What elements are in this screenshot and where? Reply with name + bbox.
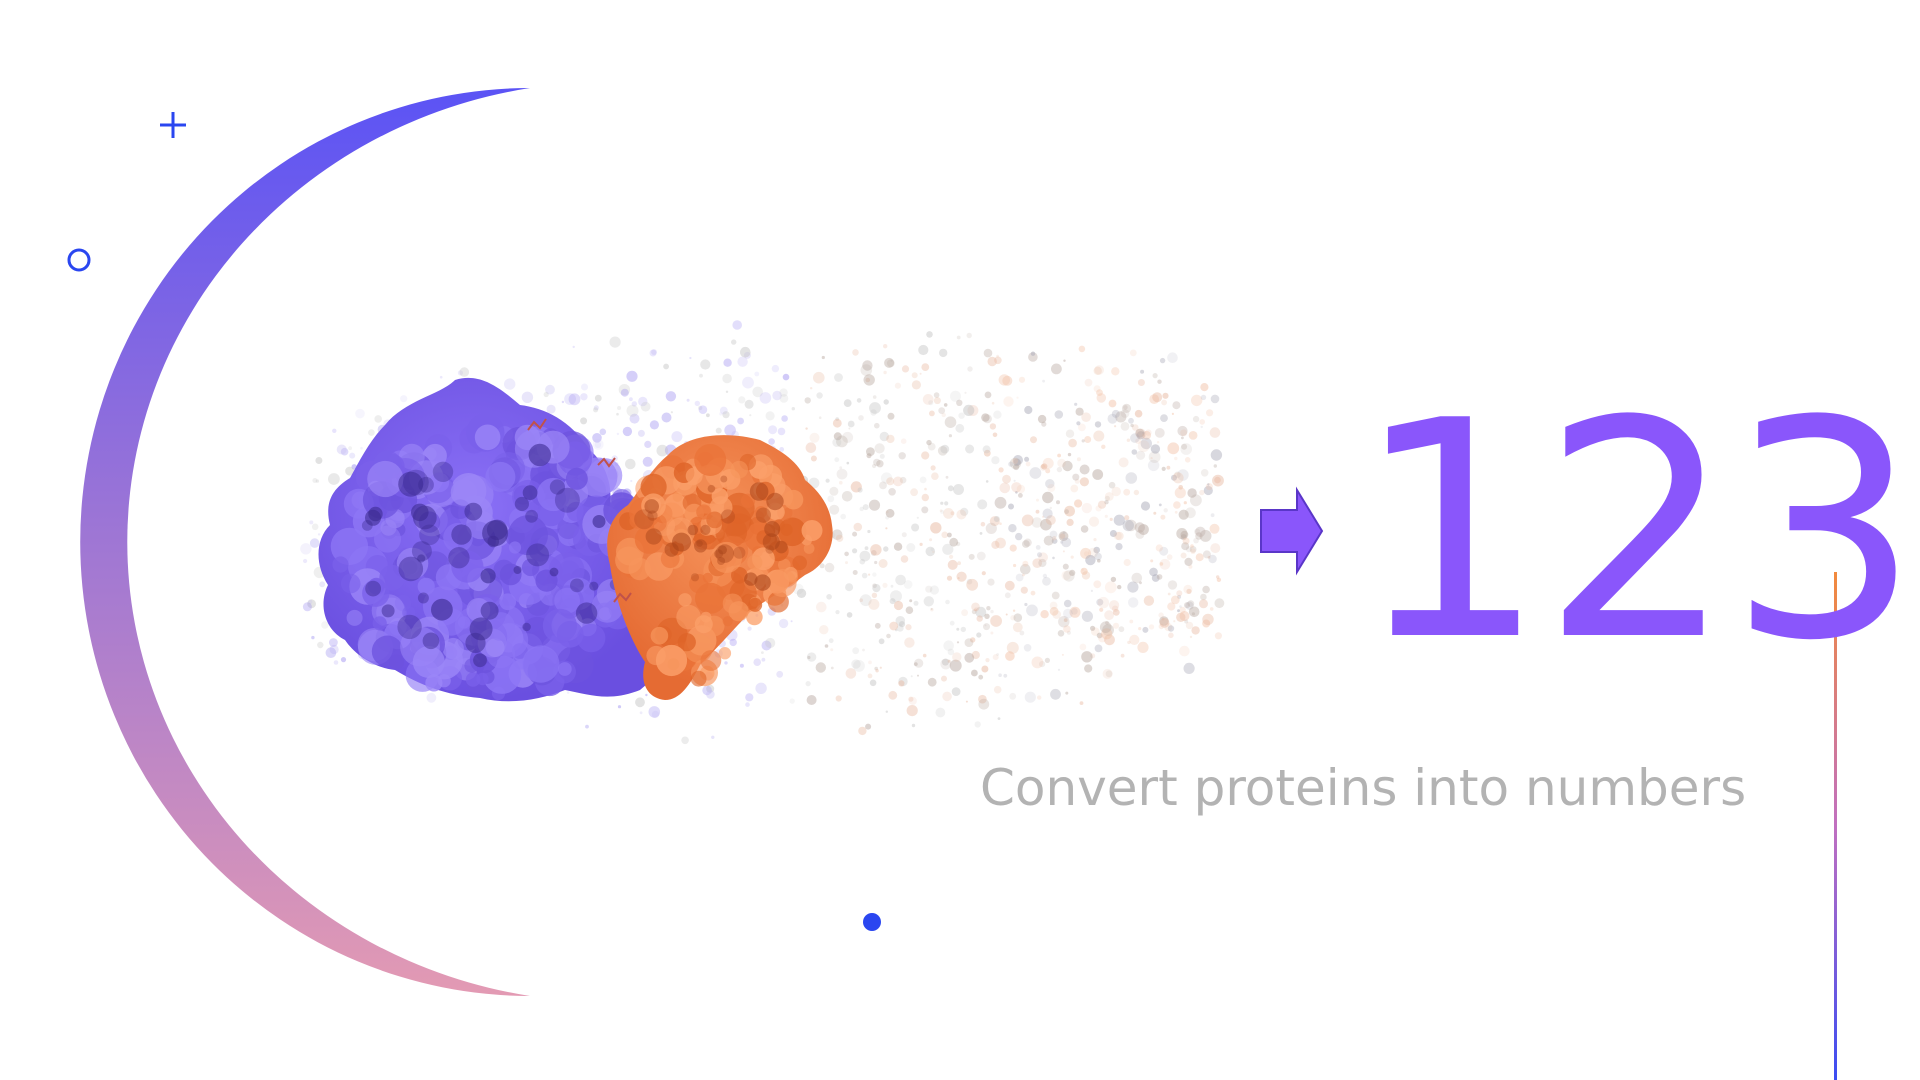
circle-outline-icon <box>67 248 91 272</box>
ligand-sticks <box>527 418 632 603</box>
protein-purple <box>318 377 663 702</box>
protein-orange <box>607 435 833 700</box>
hero-subtitle: Convert proteins into numbers <box>980 759 1747 817</box>
dot-icon <box>863 913 881 931</box>
side-accent-line <box>1834 572 1837 1080</box>
hero-number: 123 <box>1355 357 1920 706</box>
plus-icon <box>160 112 186 138</box>
arrow-right-icon <box>1260 486 1324 576</box>
